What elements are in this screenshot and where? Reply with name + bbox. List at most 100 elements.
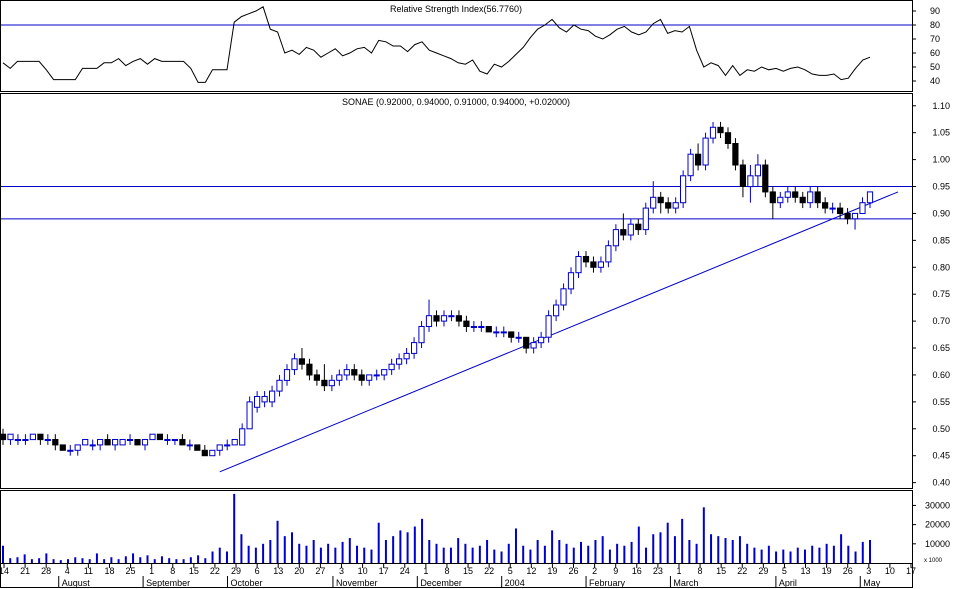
date-tick-label: 17 <box>906 566 916 576</box>
candle-body <box>635 223 642 231</box>
rsi-y-tick-label: 60 <box>930 48 940 58</box>
candle-body <box>29 433 36 441</box>
price-panel: 1.10 1.05 1.00 0.95 0.90 0.85 0.80 0.75 0.70 0.65… <box>0 101 950 488</box>
date-tick-label: 9 <box>613 566 618 576</box>
volume-panel: 30000 20000 10000 x 1000 <box>2 493 950 564</box>
candle-body <box>276 379 283 392</box>
candle-body <box>373 374 380 377</box>
candle-body <box>545 315 552 338</box>
candle-body <box>112 439 119 446</box>
candle-body <box>732 143 739 166</box>
candle-body <box>7 433 14 441</box>
panel-frames <box>0 0 913 588</box>
date-tick-label: 15 <box>463 566 473 576</box>
rsi-title: Relative Strength Index(56.7760) <box>390 4 522 14</box>
date-tick-label: 24 <box>400 566 410 576</box>
candle-body <box>14 439 21 441</box>
date-tick-label: 8 <box>170 566 175 576</box>
date-tick-label: 26 <box>569 566 579 576</box>
candle-body <box>829 207 836 210</box>
candle-body <box>358 374 365 381</box>
candle-body <box>620 229 627 236</box>
candle-body <box>515 336 522 339</box>
candle-body <box>709 126 717 139</box>
candle-body <box>388 363 395 371</box>
candle-body <box>672 202 679 209</box>
candle-body <box>530 342 537 349</box>
candle-body <box>463 320 470 328</box>
rsi-y-tick-label: 50 <box>930 62 940 72</box>
candle-body <box>403 352 410 360</box>
price-y-tick-label: 0.70 <box>932 316 950 326</box>
month-label: August <box>62 578 91 588</box>
month-label: 2004 <box>505 578 525 588</box>
candle-body <box>590 261 597 268</box>
candle-body <box>104 439 111 446</box>
candle-body <box>119 439 126 446</box>
date-tick-label: 2 <box>592 566 597 576</box>
date-tick-label: 10 <box>358 566 368 576</box>
rsi-y-tick-label: 70 <box>930 34 940 44</box>
candle-body <box>164 439 171 441</box>
candle-body <box>784 191 791 198</box>
month-label: February <box>589 578 626 588</box>
candle-body <box>74 444 81 451</box>
date-tick-label: 25 <box>126 566 136 576</box>
candle-body <box>82 439 89 446</box>
candle-body <box>328 379 335 387</box>
candle-body <box>687 153 694 177</box>
candle-body <box>762 164 769 193</box>
candle-body <box>822 202 829 209</box>
candle-body <box>478 326 485 328</box>
candle-body <box>37 433 44 441</box>
candle-body <box>298 358 305 365</box>
candle-body <box>455 315 462 322</box>
candle-body <box>739 164 746 187</box>
price-y-tick-label: 0.40 <box>932 478 950 488</box>
date-tick-label: 16 <box>632 566 642 576</box>
candle-body <box>747 175 754 188</box>
date-tick-label: 12 <box>526 566 536 576</box>
candle-body <box>657 196 664 204</box>
price-y-tick-label: 0.50 <box>932 424 950 434</box>
candle-body <box>866 191 874 204</box>
candle-body <box>560 288 567 306</box>
date-tick-label: 17 <box>379 566 389 576</box>
candle-body <box>567 272 575 290</box>
candle-body <box>141 439 149 446</box>
date-tick-label: 18 <box>104 566 114 576</box>
candle-body <box>799 196 806 204</box>
candle-body <box>792 191 799 198</box>
candle-body <box>22 439 29 441</box>
candle-body <box>186 444 193 447</box>
candle-body <box>777 196 784 204</box>
date-tick-label: 1 <box>149 566 154 576</box>
candle-body <box>201 449 208 457</box>
date-tick-label: 22 <box>737 566 747 576</box>
date-tick-label: 23 <box>653 566 663 576</box>
candle-body <box>336 374 343 381</box>
volume-y-tick-label: 20000 <box>925 520 950 530</box>
date-tick-label: 19 <box>547 566 557 576</box>
date-tick-label: 22 <box>484 566 494 576</box>
candle-body <box>351 369 358 376</box>
date-axis-frame <box>0 563 913 588</box>
candle-body <box>470 326 477 328</box>
price-y-tick-label: 0.95 <box>932 182 950 192</box>
candle-body <box>246 401 253 430</box>
date-tick-label: 1 <box>676 566 681 576</box>
date-tick-label: 26 <box>843 566 853 576</box>
candle-body <box>97 439 104 446</box>
candle-body <box>67 449 74 452</box>
price-y-tick-label: 0.80 <box>932 262 950 272</box>
candle-body <box>231 439 238 446</box>
rsi-y-tick-label: 40 <box>930 76 940 86</box>
candle-body <box>44 439 51 441</box>
date-axis: 14 21 28 4 11 18 25 1 8 15 22 29 6 13 20 27 3 10 17 24 1 8 15 2… <box>0 564 916 588</box>
candle-body <box>261 396 268 403</box>
candle-body <box>844 212 851 220</box>
candle-body <box>0 433 7 441</box>
date-tick-label: 11 <box>84 566 93 576</box>
